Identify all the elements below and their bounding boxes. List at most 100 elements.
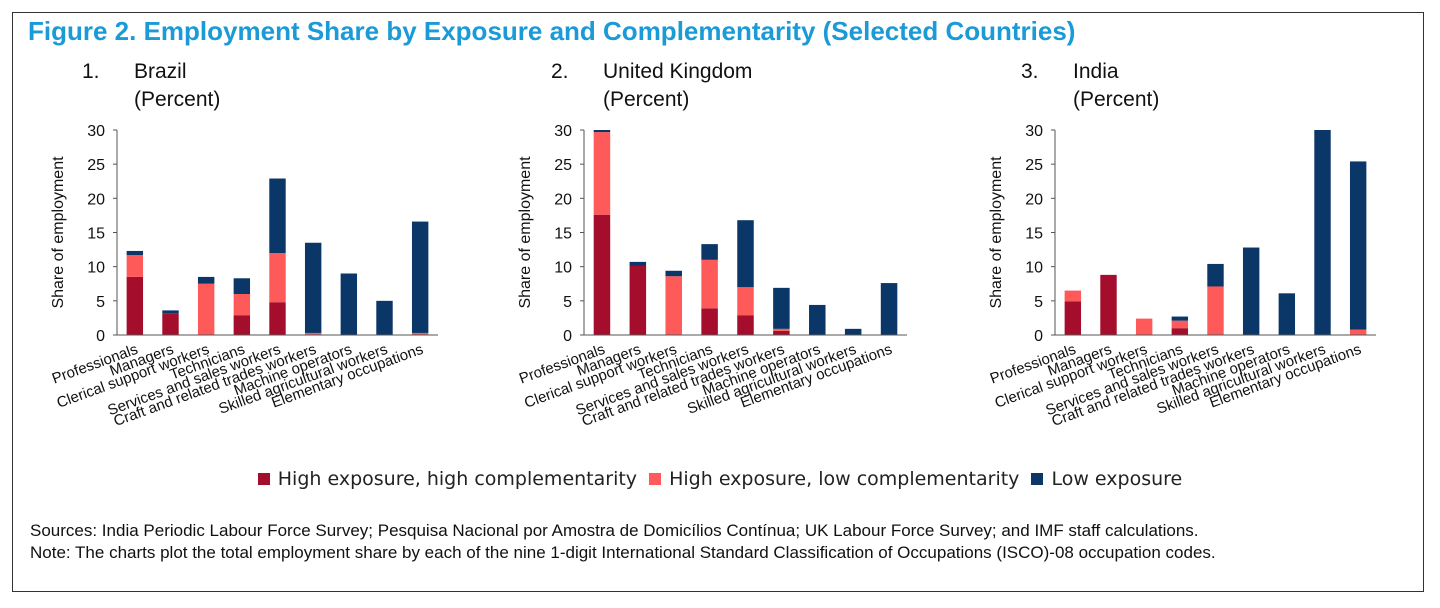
bar-low-6 xyxy=(809,304,826,335)
legend-item-high-low: High exposure, low complementarity xyxy=(649,468,1019,490)
bar-low-8 xyxy=(1349,161,1367,330)
bar-low-7 xyxy=(1314,130,1331,335)
y-tick-label: 0 xyxy=(563,328,572,345)
panel-number: 2. xyxy=(551,60,569,83)
y-tick-label: 25 xyxy=(554,157,572,174)
bar-low-3 xyxy=(233,278,251,294)
bar-low-0 xyxy=(126,250,144,256)
bar-high-low-5 xyxy=(773,328,790,331)
legend-swatch xyxy=(649,473,662,485)
bar-low-3 xyxy=(1171,316,1189,321)
y-tick-label: 20 xyxy=(554,191,572,208)
bar-low-2 xyxy=(197,276,215,284)
figure-frame xyxy=(12,12,1424,592)
bar-high-high-0 xyxy=(593,214,611,335)
panel-subtitle: (Percent) xyxy=(603,88,690,111)
figure-title: Figure 2. Employment Share by Exposure a… xyxy=(28,16,1076,46)
bar-high-low-5 xyxy=(304,332,322,335)
bar-high-high-4 xyxy=(269,302,286,335)
legend-label: High exposure, low complementarity xyxy=(669,468,1020,490)
legend-label: Low exposure xyxy=(1051,468,1183,490)
bar-high-high-3 xyxy=(1171,328,1189,335)
bar-high-low-0 xyxy=(1064,290,1082,302)
bar-low-8 xyxy=(880,283,898,335)
figure-notes: Sources: India Periodic Labour Force Sur… xyxy=(30,520,1408,564)
bar-low-3 xyxy=(701,244,718,260)
bar-high-low-3 xyxy=(233,294,251,316)
panel-subtitle: (Percent) xyxy=(1073,88,1160,111)
y-tick-label: 30 xyxy=(554,123,572,140)
bar-high-high-3 xyxy=(701,308,718,335)
bar-high-low-3 xyxy=(701,259,718,309)
bar-low-5 xyxy=(304,242,322,333)
legend-item-high-high: High exposure, high complementarity xyxy=(257,468,638,490)
y-tick-label: 10 xyxy=(554,260,572,277)
bar-high-low-2 xyxy=(197,283,215,335)
y-tick-label: 15 xyxy=(1025,226,1043,243)
bar-high-low-2 xyxy=(1135,318,1153,335)
y-tick-label: 20 xyxy=(1025,191,1043,208)
bar-low-5 xyxy=(773,287,790,329)
bar-low-1 xyxy=(162,310,179,314)
panel-title: India xyxy=(1073,60,1119,83)
bar-high-high-5 xyxy=(773,330,790,335)
bar-low-2 xyxy=(665,270,682,277)
panel-title: United Kingdom xyxy=(603,60,753,83)
bar-high-low-4 xyxy=(1207,286,1224,335)
bar-high-low-0 xyxy=(126,255,144,277)
bar-low-6 xyxy=(340,273,358,335)
y-axis-title: Share of employment xyxy=(517,156,534,309)
y-tick-label: 5 xyxy=(96,294,105,311)
bar-high-high-4 xyxy=(737,315,754,335)
bar-high-low-2 xyxy=(665,276,682,335)
panel-number: 1. xyxy=(82,60,100,83)
bar-high-high-0 xyxy=(1064,301,1082,335)
legend-label: High exposure, high complementarity xyxy=(277,468,638,490)
bar-low-7 xyxy=(844,328,862,335)
bar-high-low-3 xyxy=(1171,320,1189,329)
y-tick-label: 0 xyxy=(1034,328,1043,345)
y-tick-label: 0 xyxy=(96,328,105,345)
y-tick-label: 30 xyxy=(1025,123,1043,140)
y-tick-label: 25 xyxy=(1025,157,1043,174)
bar-high-low-4 xyxy=(737,287,754,316)
bar-high-high-1 xyxy=(162,313,179,335)
legend-swatch xyxy=(1031,473,1044,485)
bar-high-low-8 xyxy=(1349,329,1367,335)
bar-high-low-4 xyxy=(269,253,286,303)
bar-low-8 xyxy=(411,221,429,333)
bar-low-4 xyxy=(737,220,754,288)
bar-low-4 xyxy=(1207,263,1224,287)
bar-low-6 xyxy=(1278,293,1296,335)
panel-subtitle: (Percent) xyxy=(134,88,221,111)
y-tick-label: 30 xyxy=(87,123,105,140)
bar-low-0 xyxy=(593,130,611,133)
bar-low-1 xyxy=(629,261,647,266)
sources-text: Sources: India Periodic Labour Force Sur… xyxy=(30,521,1199,540)
y-tick-label: 25 xyxy=(87,157,105,174)
y-tick-label: 20 xyxy=(87,191,105,208)
legend: High exposure, high complementarity High… xyxy=(0,468,1440,490)
y-tick-label: 10 xyxy=(87,260,105,277)
bar-high-low-8 xyxy=(411,332,429,335)
bar-low-4 xyxy=(269,178,286,253)
bar-high-high-3 xyxy=(233,315,251,335)
bar-low-5 xyxy=(1242,247,1260,335)
bar-high-high-0 xyxy=(126,276,144,335)
y-tick-label: 5 xyxy=(1034,294,1043,311)
panel-title: Brazil xyxy=(134,60,187,83)
legend-swatch xyxy=(257,473,270,485)
bar-high-low-0 xyxy=(593,132,611,215)
bar-high-high-1 xyxy=(1100,274,1117,335)
bar-low-7 xyxy=(376,300,393,335)
y-tick-label: 5 xyxy=(563,294,572,311)
panel-number: 3. xyxy=(1021,60,1039,83)
bar-high-high-1 xyxy=(629,265,647,335)
note-text: Note: The charts plot the total employme… xyxy=(30,543,1216,562)
y-axis-title: Share of employment xyxy=(988,156,1005,309)
y-tick-label: 15 xyxy=(87,226,105,243)
